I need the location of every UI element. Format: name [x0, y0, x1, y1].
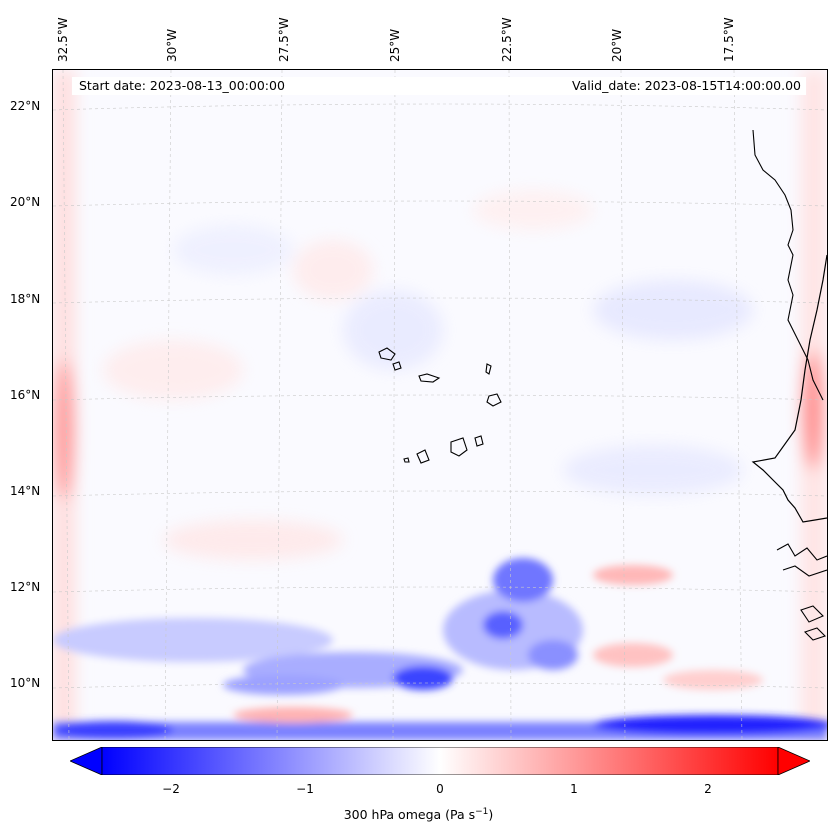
lon-label-30w: 30°W — [165, 28, 179, 62]
colorbar-label-close: ) — [488, 807, 494, 823]
lon-label-27-5w: 27.5°W — [277, 17, 291, 62]
lat-label-10n: 10°N — [10, 676, 41, 690]
valid-date: Valid_date: 2023-08-15T14:00:00.00 — [571, 78, 801, 93]
african-coastline — [751, 254, 827, 523]
cape-verde-islands — [378, 347, 502, 464]
lat-label-16n: 16°N — [10, 388, 41, 402]
colorbar-gradient — [101, 747, 779, 775]
colorbar-tick-neg1: −1 — [296, 782, 314, 796]
northern-coastline — [752, 129, 824, 401]
right-boundary-max — [803, 350, 823, 470]
omega-field — [53, 70, 827, 740]
lat-label-18n: 18°N — [10, 292, 41, 306]
lat-label-22n: 22°N — [10, 99, 41, 113]
lon-label-20w: 20°W — [610, 28, 624, 62]
lat-label-20n: 20°N — [10, 195, 41, 209]
header-strip — [72, 77, 806, 95]
colorbar-tick-1: 1 — [570, 782, 578, 796]
lon-label-32-5w: 32.5°W — [56, 17, 70, 62]
map-frame — [52, 69, 828, 741]
left-boundary-max — [54, 360, 74, 500]
start-date: Start date: 2023-08-13_00:00:00 — [79, 78, 285, 93]
colorbar-min-arrow — [70, 747, 103, 775]
colorbar-label: 300 hPa omega (Pa s−1) — [0, 807, 837, 822]
colorbar-tick-0: 0 — [436, 782, 444, 796]
lat-label-14n: 14°N — [10, 484, 41, 498]
lon-label-17-5w: 17.5°W — [722, 17, 736, 62]
colorbar-label-text: 300 hPa omega (Pa s — [343, 807, 476, 823]
lon-label-22-5w: 22.5°W — [500, 17, 514, 62]
colorbar-label-unit-exponent: −1 — [475, 807, 489, 817]
lon-label-25w: 25°W — [388, 28, 402, 62]
colorbar — [70, 747, 810, 775]
colorbar-tick-neg2: −2 — [162, 782, 180, 796]
graticule — [53, 70, 827, 740]
colorbar-tick-2: 2 — [704, 782, 712, 796]
lat-label-12n: 12°N — [10, 580, 41, 594]
colorbar-max-arrow — [777, 747, 810, 775]
